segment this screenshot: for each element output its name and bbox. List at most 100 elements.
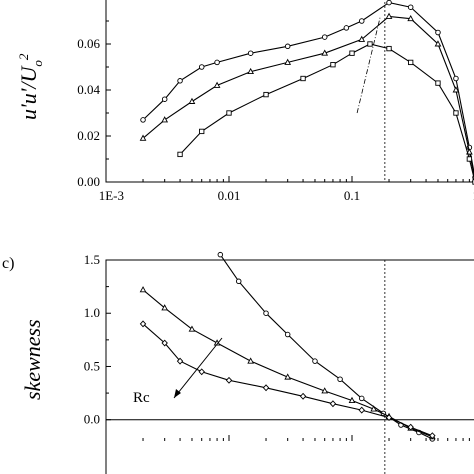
series-line-1 bbox=[142, 2, 474, 176]
data-point-circle bbox=[358, 395, 365, 402]
data-point-circle bbox=[214, 59, 220, 66]
data-point-circle bbox=[177, 78, 183, 84]
data-point-square bbox=[330, 62, 336, 68]
series-line-3 bbox=[179, 43, 474, 181]
data-point-diamond bbox=[429, 432, 436, 440]
y-tick-label: 1.5 bbox=[84, 252, 100, 267]
data-point-square bbox=[466, 156, 473, 162]
x-tick-label: 0.01 bbox=[218, 188, 241, 203]
data-point-triangle bbox=[358, 35, 366, 42]
top-chart: 0.00 0.02 0.04 0.06 1E-3 0.01 0.1 1 u'u'/Uo2 bbox=[16, 0, 474, 203]
bottom-plot-frame bbox=[105, 259, 474, 474]
data-point-circle bbox=[235, 278, 242, 285]
data-point-square bbox=[408, 59, 414, 66]
data-point-circle bbox=[247, 50, 254, 56]
data-point-triangle bbox=[452, 86, 460, 93]
data-point-triangle bbox=[213, 81, 221, 88]
rc-arrow-line bbox=[173, 337, 223, 399]
data-point-triangle bbox=[321, 387, 329, 394]
top-axis-ticks: 0.00 0.02 0.04 0.06 1E-3 0.01 0.1 1 bbox=[77, 20, 474, 203]
bottom-series bbox=[139, 251, 436, 442]
data-point-triangle bbox=[321, 49, 329, 56]
data-point-triangle bbox=[348, 396, 356, 403]
data-point-diamond bbox=[385, 414, 393, 422]
top-guides bbox=[356, 0, 386, 182]
data-point-square bbox=[199, 128, 205, 135]
top-y-axis-label: u'u'/Uo2 bbox=[16, 53, 45, 120]
data-point-square bbox=[263, 91, 269, 98]
data-point-circle bbox=[321, 34, 328, 40]
y-tick-label: 1.0 bbox=[84, 305, 100, 320]
data-point-triangle bbox=[188, 325, 196, 332]
y-tick-label: 0.0 bbox=[84, 412, 100, 427]
data-point-triangle bbox=[247, 357, 255, 364]
y-tick-label: 0.04 bbox=[77, 82, 100, 97]
series-line-1 bbox=[219, 254, 433, 440]
panel-label-c: c) bbox=[2, 255, 14, 272]
data-point-triangle bbox=[385, 12, 393, 19]
peak-trace-line bbox=[356, 16, 381, 114]
data-point-circle bbox=[263, 310, 269, 316]
data-point-circle bbox=[284, 331, 291, 338]
data-point-triangle bbox=[247, 67, 255, 75]
data-point-circle bbox=[140, 117, 146, 123]
data-point-circle bbox=[435, 29, 441, 36]
data-point-triangle bbox=[370, 405, 378, 412]
data-point-circle bbox=[407, 4, 414, 10]
data-point-triangle bbox=[161, 304, 169, 311]
y-tick-label: 0.06 bbox=[77, 36, 100, 51]
data-point-circle bbox=[198, 64, 205, 70]
data-point-diamond bbox=[407, 423, 414, 431]
data-point-diamond bbox=[139, 320, 147, 328]
rc-arrow-head bbox=[174, 389, 181, 398]
data-point-diamond bbox=[198, 368, 205, 376]
data-point-diamond bbox=[358, 406, 365, 414]
bottom-y-axis-label: skewness bbox=[20, 319, 45, 400]
bottom-axis-ticks: 0.0 0.5 1.0 1.5 bbox=[84, 252, 470, 441]
bottom-guides bbox=[106, 260, 474, 474]
series-line-2 bbox=[142, 15, 474, 178]
data-point-circle bbox=[358, 18, 365, 24]
data-point-square bbox=[367, 41, 373, 47]
data-point-diamond bbox=[225, 376, 233, 384]
data-point-triangle bbox=[284, 373, 292, 380]
data-point-diamond bbox=[176, 357, 184, 365]
data-point-triangle bbox=[161, 116, 169, 123]
data-point-triangle bbox=[284, 58, 292, 65]
data-point-circle bbox=[161, 96, 168, 102]
data-point-circle bbox=[284, 43, 291, 50]
data-point-square bbox=[453, 110, 459, 116]
data-point-diamond bbox=[262, 384, 270, 392]
series-line-2 bbox=[142, 289, 433, 438]
data-point-triangle bbox=[434, 40, 442, 47]
data-point-square bbox=[386, 45, 392, 52]
series-line-3 bbox=[142, 323, 433, 437]
data-point-circle bbox=[343, 25, 350, 31]
x-tick-label: 1 bbox=[473, 188, 474, 203]
data-point-circle bbox=[312, 358, 318, 364]
data-point-diamond bbox=[299, 392, 307, 400]
data-point-triangle bbox=[407, 14, 415, 22]
data-point-square bbox=[472, 179, 474, 185]
data-point-circle bbox=[386, 0, 392, 6]
data-point-square bbox=[349, 50, 355, 56]
data-point-square bbox=[177, 151, 183, 158]
x-tick-label: 1E-3 bbox=[99, 188, 124, 203]
top-plot-frame bbox=[105, 0, 474, 183]
data-point-diamond bbox=[161, 339, 168, 347]
y-tick-label: 0.5 bbox=[84, 358, 100, 373]
data-point-square bbox=[300, 75, 306, 82]
data-point-square bbox=[435, 80, 441, 86]
data-point-diamond bbox=[329, 400, 337, 408]
x-tick-label: 0.1 bbox=[344, 188, 360, 203]
data-point-circle bbox=[217, 251, 224, 258]
top-series bbox=[139, 0, 474, 185]
y-tick-label: 0.02 bbox=[77, 128, 100, 143]
data-point-triangle bbox=[139, 286, 147, 293]
bottom-chart: c) 0.0 0.5 1.0 1.5 skewness Rc bbox=[2, 251, 474, 474]
data-point-triangle bbox=[188, 97, 196, 104]
data-point-circle bbox=[453, 75, 459, 82]
data-point-circle bbox=[337, 376, 343, 382]
data-point-triangle bbox=[139, 134, 147, 141]
